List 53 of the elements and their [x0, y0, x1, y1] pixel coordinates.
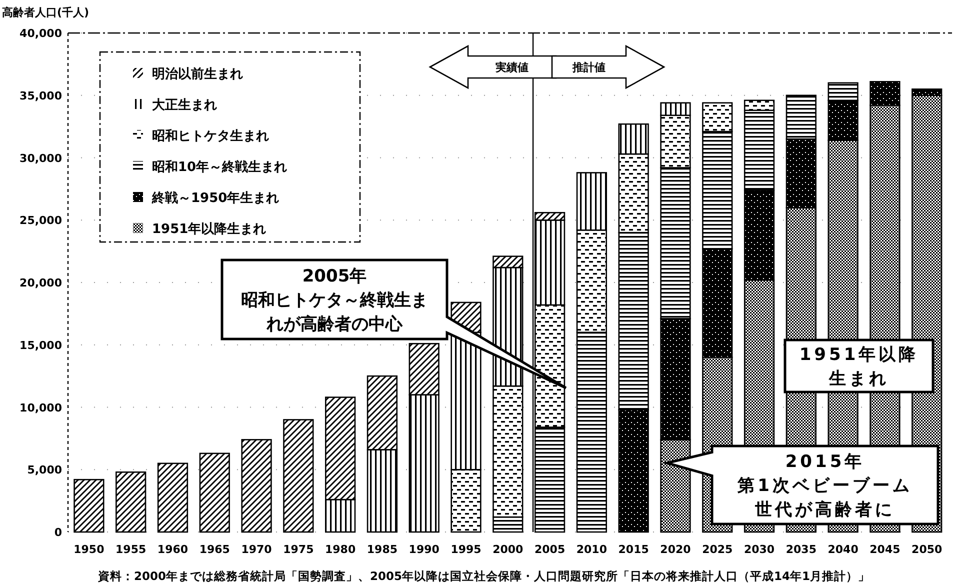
y-tick-label: 25,000 [20, 214, 62, 228]
annotation: 2005年昭和ヒトケタ～終戦生まれが高齢者の中心 [241, 266, 428, 334]
y-tick-label: 0 [54, 526, 62, 539]
x-tick-label: 2025 [702, 543, 733, 556]
x-tick-label: 1990 [408, 543, 440, 556]
x-tick-label: 2000 [492, 543, 524, 556]
annotation: 2015年第1次ベビーブーム世代が高齢者に [736, 452, 912, 520]
x-tick-label: 2035 [786, 543, 816, 556]
x-tick-label: 1975 [283, 543, 314, 556]
y-tick-label: 20,000 [20, 276, 62, 290]
bar [283, 419, 314, 533]
y-tick-label: 40,000 [20, 27, 62, 40]
legend-label: 昭和10年～終戦生まれ [152, 159, 288, 175]
x-tick-label: 1970 [241, 543, 272, 556]
x-tick-label: 2010 [576, 543, 608, 556]
annotation: 2015年第1次ベビーブーム世代が高齢者に [662, 444, 940, 526]
y-axis-title: 高齢者人口(千人) [2, 6, 90, 19]
x-tick-label: 2020 [660, 543, 692, 556]
legend-label: 明治以前生まれ [152, 66, 243, 82]
annotation: 実績値 [494, 61, 528, 74]
annotation: 推計値 [551, 44, 666, 90]
y-tick-label: 10,000 [20, 401, 62, 414]
x-tick-label: 1965 [199, 543, 230, 556]
x-tick-label: 2030 [744, 543, 775, 556]
x-tick-label: 1950 [74, 543, 105, 556]
bar [241, 439, 272, 533]
annotation: 推計値 [572, 61, 606, 74]
x-tick-label: 1955 [116, 543, 146, 556]
y-tick-label: 15,000 [20, 338, 62, 352]
x-tick-label: 2050 [912, 543, 943, 556]
x-tick-label: 1960 [157, 543, 188, 556]
bar [199, 452, 230, 533]
annotation: 資料：2000年までは総務省統計局「国勢調査」、2005年以降は国立社会保障・人口問題研究所「日本の将来推計人口（平成14年1月推計）」 [98, 569, 870, 583]
x-tick-label: 2015 [618, 543, 649, 556]
bar [74, 478, 104, 533]
x-tick-label: 2045 [870, 543, 900, 556]
annotation: 1951年以降生まれ [784, 338, 934, 394]
x-tick-label: 1985 [366, 543, 398, 556]
x-tick-label: 2005 [534, 543, 566, 556]
x-tick-label: 1995 [450, 543, 482, 556]
annotation: 2005年昭和ヒトケタ～終戦生まれが高齢者の中心 [220, 258, 568, 390]
bar [157, 462, 188, 533]
legend-label: 昭和ヒトケタ生まれ [152, 128, 269, 144]
x-tick-label: 2040 [828, 543, 859, 556]
legend-label: 大正生まれ [152, 98, 217, 113]
annotation: 1951年以降生まれ [799, 345, 919, 389]
legend-label: 終戦～1950年生まれ [151, 190, 280, 206]
y-tick-label: 30,000 [20, 152, 62, 165]
legend-label: 1951年以降生まれ [152, 222, 266, 237]
bar [116, 471, 146, 533]
x-tick-label: 1980 [325, 543, 356, 556]
y-tick-label: 35,000 [20, 89, 62, 102]
y-tick-label: 5,000 [27, 464, 62, 477]
